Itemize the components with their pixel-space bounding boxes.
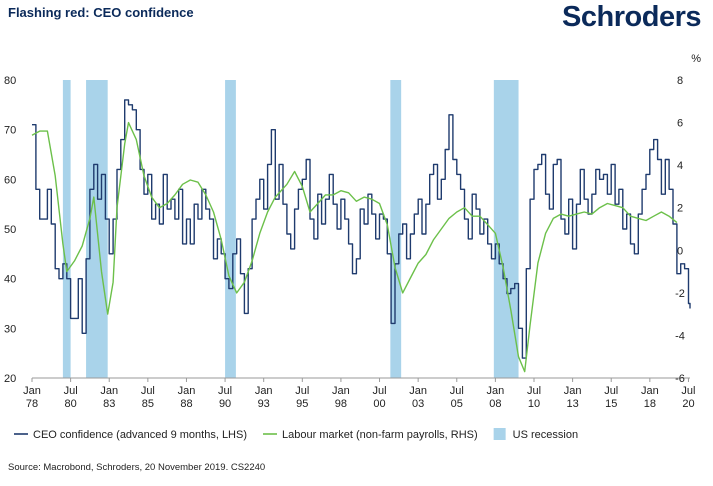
x-tick-label-month: Jul	[295, 385, 309, 397]
y-left-tick-label: 40	[4, 274, 16, 286]
source-note: Source: Macrobond, Schroders, 20 Novembe…	[8, 462, 266, 473]
legend-marker-recession	[493, 428, 506, 440]
x-tick-label-month: Jul	[141, 385, 155, 397]
x-tick-label-month: Jul	[604, 385, 618, 397]
x-tick-label-year: 83	[103, 398, 115, 410]
x-tick-label-year: 93	[258, 398, 270, 410]
y-right-tick-label: -6	[675, 373, 685, 385]
x-tick-label-month: Jan	[564, 385, 582, 397]
x-tick-label-month: Jul	[64, 385, 78, 397]
y-right-tick-label: 8	[677, 75, 683, 87]
y-right-tick-label: -4	[675, 330, 685, 342]
ceo-confidence-line	[32, 99, 691, 359]
x-tick-label-year: 05	[451, 398, 463, 410]
y-right-unit-label: %	[691, 53, 701, 65]
y-left-tick-label: 60	[4, 174, 16, 186]
x-tick-label-month: Jan	[487, 385, 505, 397]
x-tick-label-year: 03	[412, 398, 424, 410]
labour-market-line	[31, 121, 678, 373]
x-tick-label-month: Jul	[527, 385, 541, 397]
x-tick-label-month: Jul	[218, 385, 232, 397]
x-tick-label-month: Jan	[23, 385, 41, 397]
recession-shading	[62, 80, 519, 378]
y-right-tick-label: 2	[677, 203, 683, 215]
x-tick-label-year: 00	[373, 398, 385, 410]
chart-canvas: Jan78Jul80Jan83Jul85Jan88Jul90Jan93Jul95…	[4, 53, 701, 441]
y-left-tick-label: 80	[4, 75, 16, 87]
y-left-tick-label: 20	[4, 373, 16, 385]
legend-label-ceo: CEO confidence (advanced 9 months, LHS)	[33, 429, 247, 441]
x-tick-label-month: Jul	[450, 385, 464, 397]
y-left-tick-label: 70	[4, 125, 16, 137]
x-tick-label-month: Jul	[681, 385, 695, 397]
y-right-tick-label: 6	[677, 118, 683, 130]
brand-logo: Schroders	[562, 1, 701, 33]
y-right-tick-label: 0	[677, 245, 683, 257]
recession-band-1	[62, 80, 71, 378]
x-tick-label-year: 15	[605, 398, 617, 410]
y-left-tick-label: 30	[4, 323, 16, 335]
x-tick-label-month: Jan	[641, 385, 659, 397]
x-tick-label-month: Jan	[409, 385, 427, 397]
x-tick-label-year: 90	[219, 398, 231, 410]
recession-band-4	[390, 80, 402, 378]
x-tick-label-month: Jul	[373, 385, 387, 397]
recession-band-3	[225, 80, 236, 378]
x-tick-label-month: Jan	[100, 385, 118, 397]
x-tick-label-year: 13	[566, 398, 578, 410]
x-tick-label-year: 10	[528, 398, 540, 410]
x-tick-label-year: 78	[26, 398, 38, 410]
chart-axes: Jan78Jul80Jan83Jul85Jan88Jul90Jan93Jul95…	[4, 53, 701, 410]
x-tick-label-year: 95	[296, 398, 308, 410]
x-tick-label-year: 20	[682, 398, 694, 410]
y-left-tick-label: 50	[4, 224, 16, 236]
chart-series	[31, 99, 691, 373]
x-tick-label-year: 88	[180, 398, 192, 410]
legend-label-labour: Labour market (non-farm payrolls, RHS)	[282, 429, 478, 441]
x-tick-label-year: 18	[644, 398, 656, 410]
x-tick-label-year: 85	[142, 398, 154, 410]
x-tick-label-year: 98	[335, 398, 347, 410]
chart-legend: CEO confidence (advanced 9 months, LHS) L…	[14, 428, 578, 441]
x-tick-label-month: Jan	[178, 385, 196, 397]
x-tick-label-year: 80	[64, 398, 76, 410]
chart-title: Flashing red: CEO confidence	[8, 5, 194, 20]
x-tick-label-month: Jan	[255, 385, 273, 397]
legend-label-recession: US recession	[513, 429, 578, 441]
y-right-tick-label: -2	[675, 288, 685, 300]
x-tick-label-year: 08	[489, 398, 501, 410]
y-right-tick-label: 4	[677, 160, 683, 172]
x-tick-label-month: Jan	[332, 385, 350, 397]
